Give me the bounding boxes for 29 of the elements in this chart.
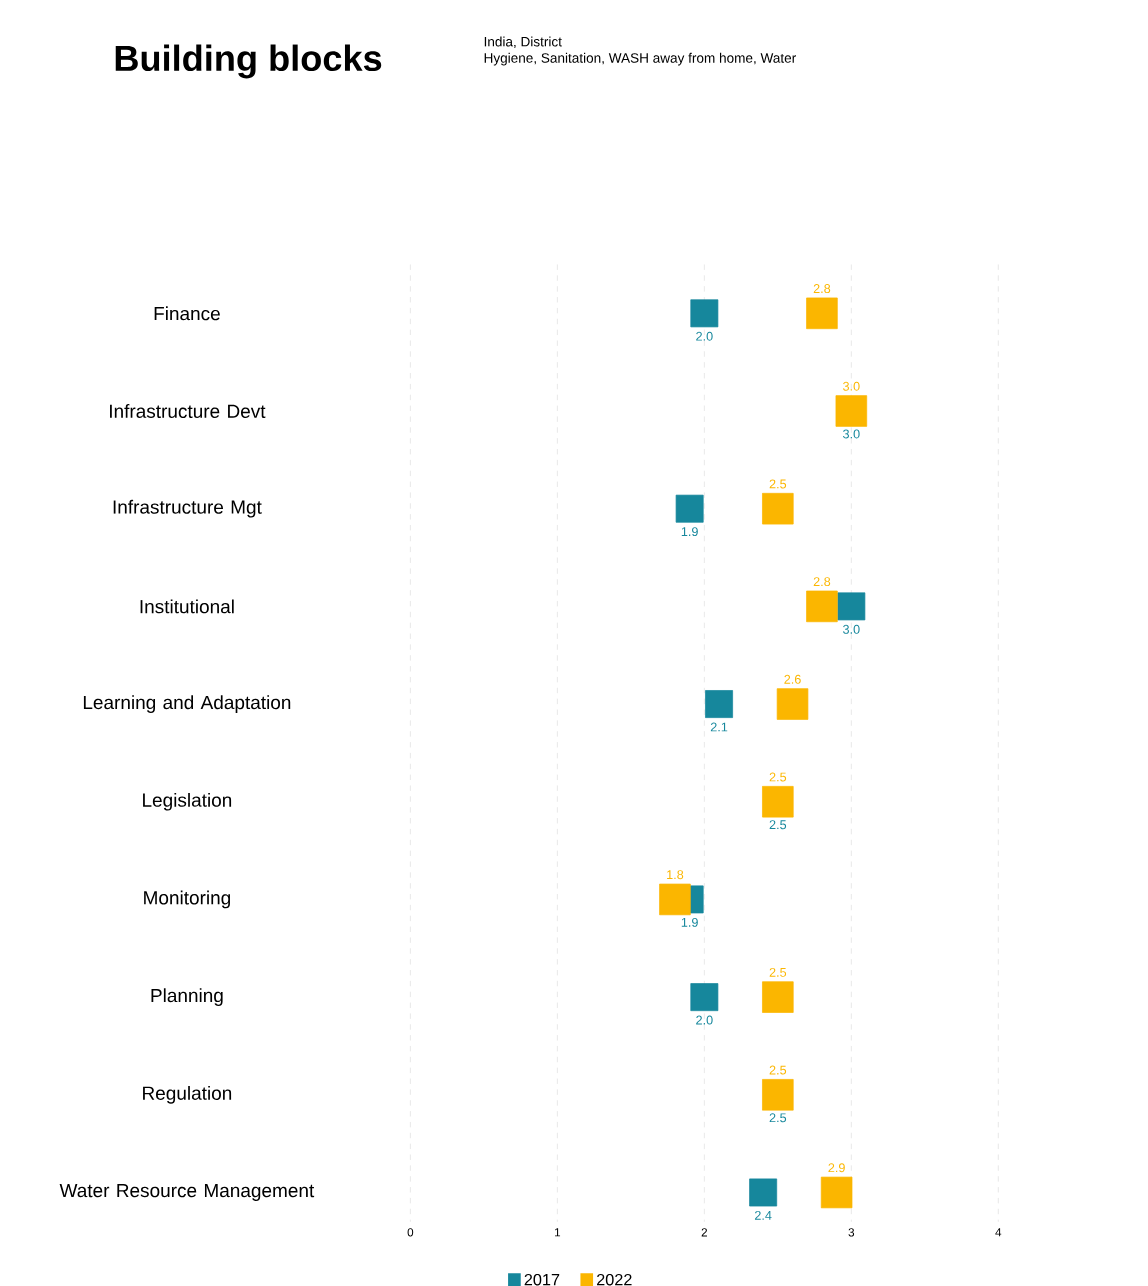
y-tick-label: Legislation <box>143 792 232 811</box>
point <box>749 1178 778 1207</box>
y-tick-label: Finance <box>155 306 221 321</box>
y-tick-label: Infrastructure Mgt <box>114 499 263 518</box>
point <box>762 1079 795 1111</box>
point <box>821 1176 853 1209</box>
y-tick-label: Monitoring <box>144 890 231 909</box>
point <box>806 590 839 623</box>
y-tick-label: Water Resource Management <box>60 1183 315 1201</box>
point <box>837 592 866 621</box>
point <box>659 883 692 916</box>
point <box>705 690 734 718</box>
point <box>762 786 795 818</box>
y-tick-label: Institutional <box>141 599 235 614</box>
y-tick-label: Infrastructure Devt <box>110 404 266 418</box>
point <box>690 983 719 1012</box>
y-tick-label: Planning <box>151 988 224 1006</box>
point <box>836 395 868 427</box>
point <box>676 494 705 523</box>
legend-label: 2017 <box>525 1273 560 1286</box>
point <box>806 297 839 330</box>
point <box>777 688 809 720</box>
point <box>762 981 795 1013</box>
y-tick-label: Learning and Adaptation <box>84 695 291 713</box>
chart-title: Building blocks <box>116 44 382 79</box>
point <box>690 299 719 328</box>
y-tick-label: Regulation <box>143 1085 232 1104</box>
point <box>762 492 795 525</box>
legend-label: 2022 <box>597 1273 632 1286</box>
